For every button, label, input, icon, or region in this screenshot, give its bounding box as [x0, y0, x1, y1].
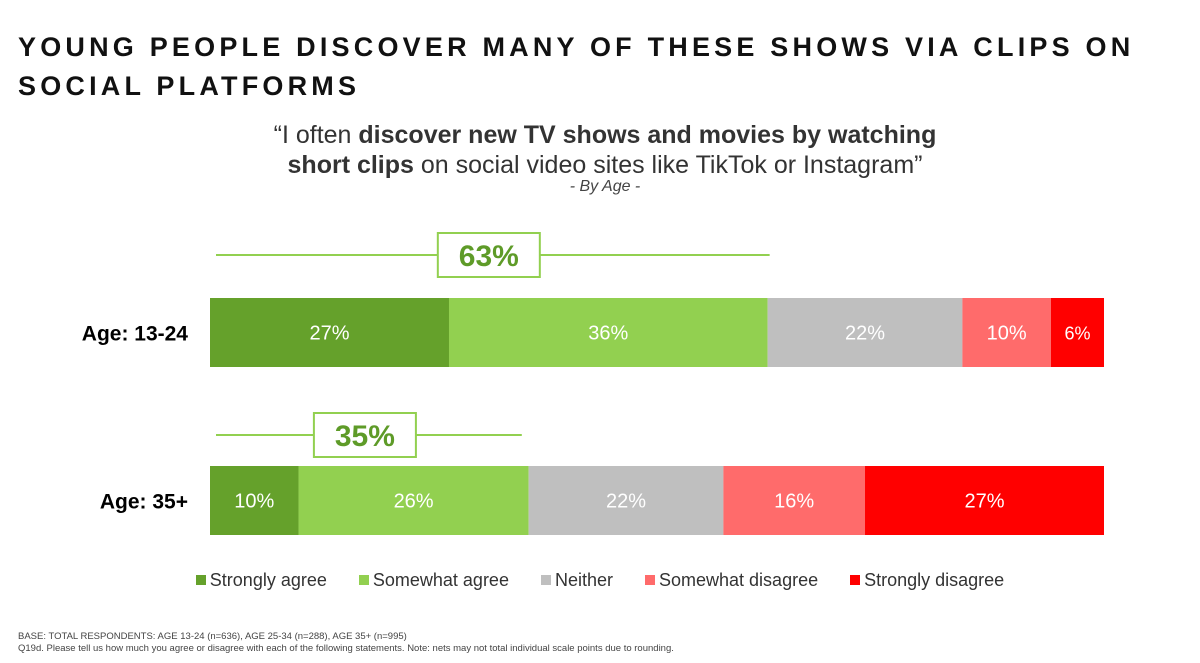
data-label-age-35-strongly-agree: 10% [234, 491, 274, 513]
footnote-question: Q19d. Please tell us how much you agree … [18, 643, 674, 654]
quote-rest: on social video sites like TikTok or Ins… [413, 151, 923, 179]
data-label-age-13-24-neither: 22% [845, 323, 885, 345]
data-label-age-13-24-strongly-agree: 27% [309, 323, 349, 345]
legend-item-neither: Neither [540, 570, 613, 591]
footnote-base: BASE: TOTAL RESPONDENTS: AGE 13-24 (n=63… [18, 631, 407, 642]
bar-age-35-strongly-agree [210, 466, 299, 535]
quote-bold-2: short clips [287, 151, 414, 179]
legend-item-strongly-disagree: Strongly disagree [850, 570, 1004, 591]
data-label-age-35-neither: 22% [606, 491, 646, 513]
category-label-age-35: Age: 35+ [100, 491, 188, 514]
data-label-age-13-24-strongly-disagree: 6% [1064, 324, 1090, 344]
category-label-age-13-24: Age: 13-24 [82, 323, 189, 346]
legend-swatch-neither [540, 575, 551, 585]
bar-age-13-24-somewhat-disagree [962, 298, 1051, 367]
bar-age-35-neither [528, 466, 724, 535]
data-label-age-13-24-somewhat-agree: 36% [588, 323, 628, 345]
net-box-age-13-24 [436, 232, 541, 278]
chart-subtitle: - By Age - [569, 178, 641, 195]
data-label-age-35-somewhat-disagree: 16% [774, 491, 814, 513]
legend-swatch-somewhat-agree [358, 575, 369, 585]
net-label-age-13-24: 63% [459, 240, 519, 273]
bar-age-13-24-neither [767, 298, 963, 367]
bar-age-35-somewhat-agree [298, 466, 529, 535]
net-box-age-35 [312, 412, 417, 458]
legend-label-neither: Neither [554, 570, 613, 590]
chart-legend: Strongly agree Somewhat agree Neither Somew… [0, 570, 1200, 591]
bar-age-35-strongly-disagree [865, 466, 1104, 535]
legend-swatch-strongly-disagree [850, 575, 861, 585]
bar-age-13-24-somewhat-agree [448, 298, 768, 367]
data-label-age-35-strongly-disagree: 27% [964, 491, 1004, 513]
legend-label-strongly-agree: Strongly agree [209, 570, 327, 590]
legend-label-somewhat-agree: Somewhat agree [372, 570, 509, 590]
legend-swatch-somewhat-disagree [645, 575, 655, 585]
legend-item-somewhat-agree: Somewhat agree [358, 570, 509, 591]
quote-bold-1: discover new TV shows and movies by watc… [358, 121, 937, 149]
quote-open: “I often [273, 121, 359, 149]
data-label-age-13-24-somewhat-disagree: 10% [987, 323, 1027, 345]
legend-item-somewhat-disagree: Somewhat disagree [645, 570, 818, 591]
legend-item-strongly-agree: Strongly agree [195, 570, 327, 591]
data-label-age-35-somewhat-agree: 26% [394, 491, 434, 513]
chart-quote: “I often discover new TV shows and movie… [150, 120, 1060, 180]
bar-age-13-24-strongly-agree [210, 298, 449, 367]
footnote: BASE: TOTAL RESPONDENTS: AGE 13-24 (n=63… [18, 631, 1188, 655]
legend-swatch-strongly-agree [195, 575, 206, 585]
net-label-age-35: 35% [335, 420, 395, 453]
legend-label-strongly-disagree: Strongly disagree [864, 570, 1005, 590]
page-title: YOUNG PEOPLE DISCOVER MANY OF THESE SHOW… [18, 32, 1135, 101]
bar-age-35-somewhat-disagree [723, 466, 866, 535]
bar-age-13-24-strongly-disagree [1050, 298, 1104, 367]
legend-label-somewhat-disagree: Somewhat disagree [659, 570, 819, 590]
